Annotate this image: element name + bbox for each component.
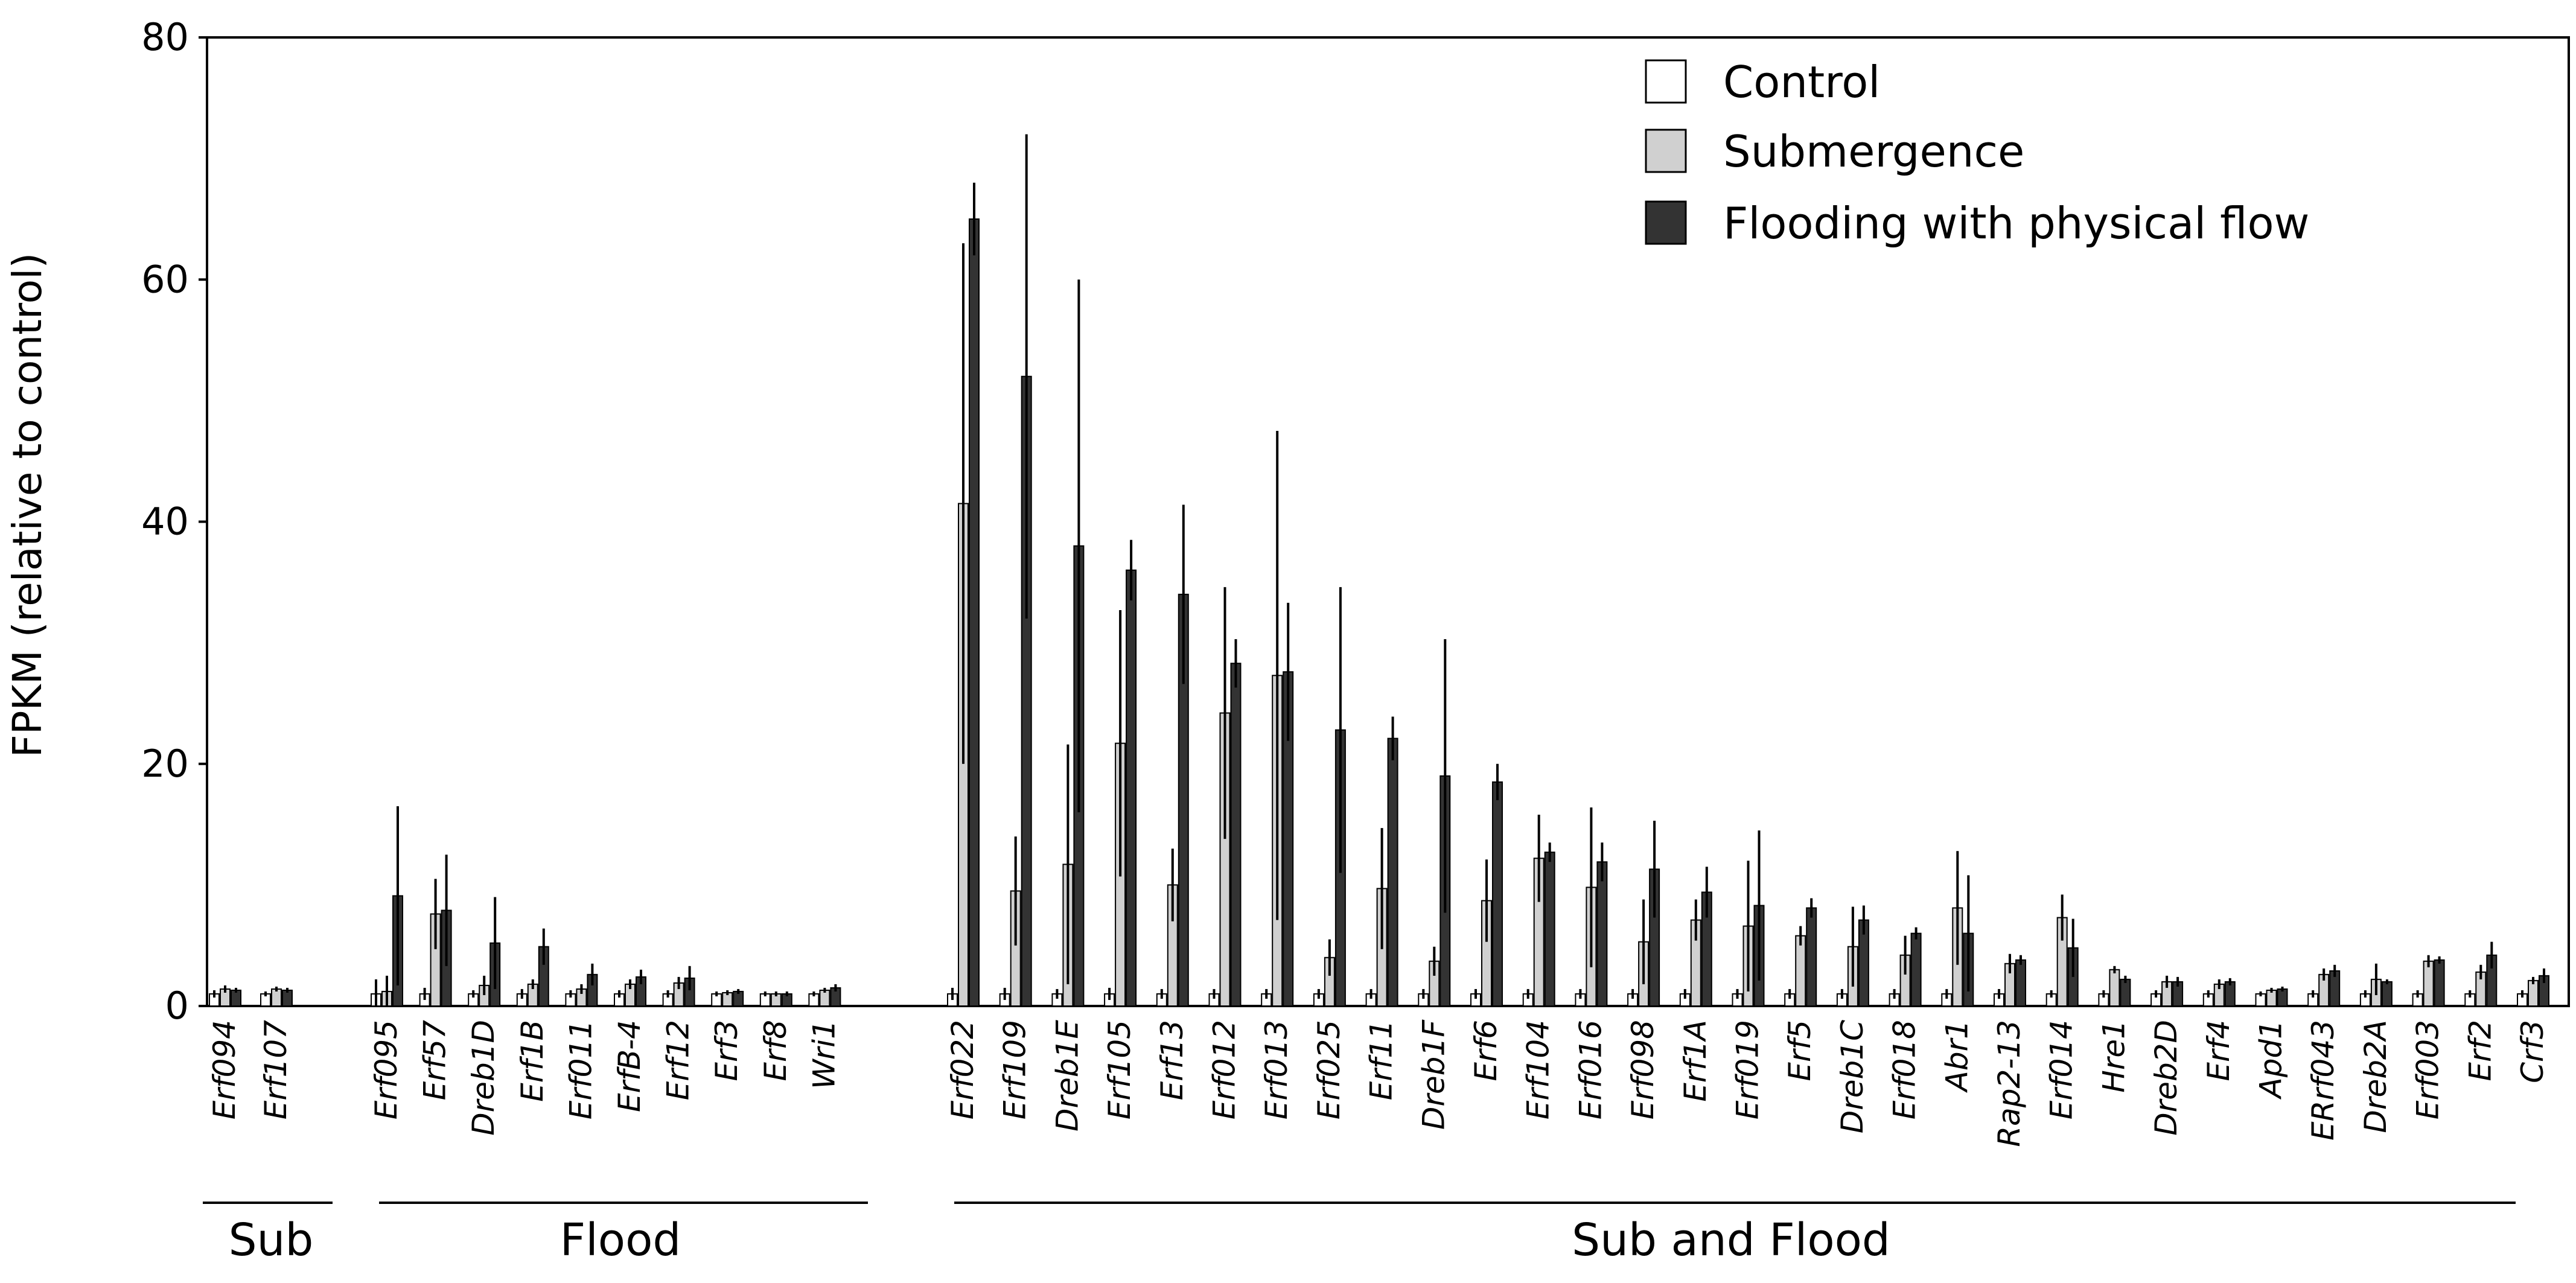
category-label: Erf12 — [661, 1020, 696, 1100]
category-label: Erf4 — [2201, 1020, 2236, 1081]
group-label: Flood — [560, 1214, 681, 1266]
legend-label-control: Control — [1723, 57, 1880, 107]
category-label: ERrf043 — [2306, 1020, 2341, 1141]
bar-submergence — [2528, 979, 2539, 1007]
category-label: Erf107 — [258, 1020, 293, 1119]
category-label: Erf014 — [2044, 1020, 2079, 1119]
bar-flooding — [2120, 978, 2131, 1007]
category-label: Dreb2A — [2358, 1020, 2393, 1133]
category-label: Erf5 — [1782, 1020, 1817, 1081]
category-label: Erf105 — [1102, 1020, 1137, 1119]
bar-flooding — [2434, 959, 2445, 1007]
category-label: Dreb1F — [1416, 1019, 1451, 1130]
bar-submergence — [2423, 960, 2434, 1007]
y-tick-label: 20 — [141, 742, 189, 786]
bar-submergence — [1795, 935, 1806, 1007]
category-label: Wri1 — [806, 1020, 841, 1089]
category-label: Erf11 — [1364, 1020, 1399, 1100]
y-axis-label: FPKM (relative to control) — [4, 253, 51, 757]
category-label: Erf011 — [563, 1020, 598, 1119]
bar-flooding — [1126, 569, 1137, 1007]
legend-label-flooding: Flooding with physical flow — [1723, 198, 2309, 249]
bar-flooding — [1492, 781, 1503, 1007]
bar-flooding — [1230, 663, 1242, 1007]
bar-flooding — [2277, 988, 2288, 1007]
category-label: Erf098 — [1625, 1020, 1660, 1119]
legend-label-submergence: Submergence — [1723, 126, 2024, 177]
category-label: Erf1A — [1678, 1020, 1713, 1102]
bar-flooding — [1910, 932, 1922, 1007]
category-label: Apd1 — [2254, 1020, 2289, 1100]
category-label: Erf104 — [1521, 1020, 1556, 1119]
category-label: Erf025 — [1312, 1020, 1347, 1119]
bar-flooding — [1806, 907, 1817, 1007]
category-label: Erf003 — [2411, 1020, 2446, 1119]
category-label: Erf022 — [945, 1020, 980, 1119]
group-label: Sub — [229, 1214, 314, 1266]
category-label: Erf018 — [1887, 1020, 1922, 1119]
bar-flooding — [1544, 852, 1555, 1007]
bar-submergence — [2109, 969, 2120, 1007]
legend-swatch-submergence — [1645, 129, 1687, 173]
y-tick-label: 40 — [141, 500, 189, 544]
category-label: Crf3 — [2515, 1020, 2550, 1083]
legend-swatch-control — [1645, 59, 1687, 104]
legend-swatch-flooding — [1645, 200, 1687, 245]
y-tick-label: 80 — [141, 15, 189, 59]
bar-flooding — [1387, 737, 1398, 1007]
category-label: Erf095 — [369, 1020, 404, 1119]
category-label: Erf1B — [515, 1020, 550, 1102]
bar-flooding — [2015, 959, 2026, 1007]
category-label: Erf3 — [709, 1020, 744, 1081]
category-label: Rap2-13 — [1992, 1020, 2027, 1147]
category-label: Dreb1E — [1050, 1020, 1085, 1132]
bar-flooding — [969, 218, 980, 1007]
category-label: Dreb1C — [1835, 1020, 1870, 1133]
bar-flooding — [1596, 861, 1608, 1007]
category-label: Dreb1D — [466, 1020, 501, 1136]
category-label: Erf013 — [1259, 1020, 1294, 1119]
category-label: Hre1 — [2096, 1020, 2131, 1093]
category-label: Abr1 — [1939, 1020, 1974, 1093]
group-label: Sub and Flood — [1572, 1214, 1890, 1266]
category-label: Erf094 — [207, 1020, 242, 1119]
category-label: Erf6 — [1468, 1020, 1503, 1081]
category-label: Erf012 — [1207, 1020, 1242, 1119]
category-label: Erf57 — [418, 1020, 453, 1101]
category-label: Erf13 — [1155, 1020, 1190, 1100]
y-tick-label: 0 — [165, 984, 189, 1028]
category-label: ErfB-4 — [612, 1020, 647, 1112]
category-label: Erf016 — [1573, 1020, 1608, 1119]
category-label: Dreb2D — [2149, 1020, 2184, 1136]
category-label: Erf019 — [1730, 1020, 1765, 1119]
y-tick-label: 60 — [141, 257, 189, 301]
category-label: Erf2 — [2463, 1020, 2498, 1081]
bar-submergence — [271, 988, 282, 1007]
category-label: Erf8 — [758, 1020, 793, 1081]
bar-flooding — [2381, 981, 2393, 1007]
category-label: Erf109 — [998, 1020, 1033, 1119]
